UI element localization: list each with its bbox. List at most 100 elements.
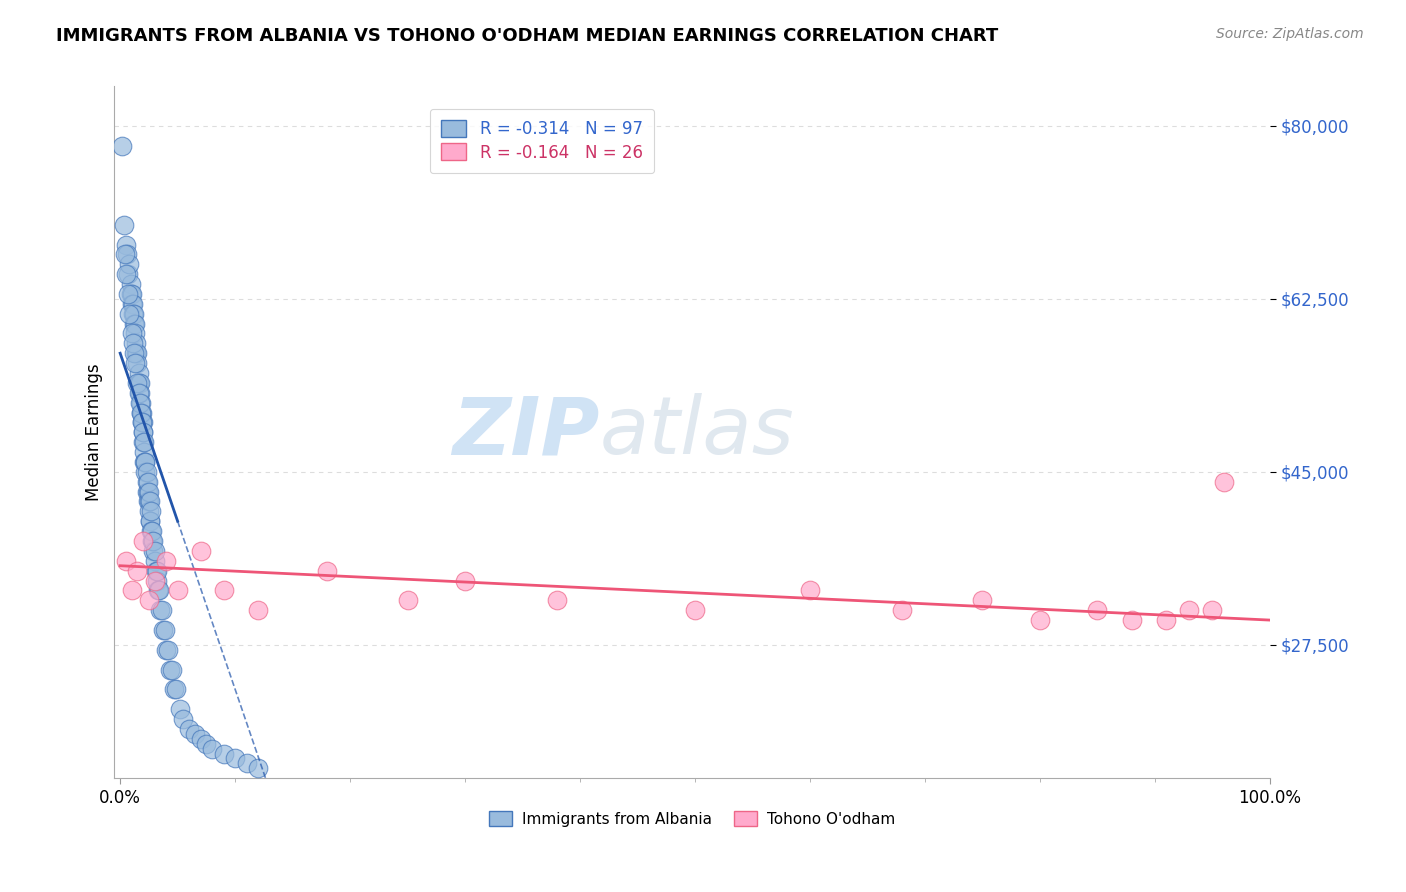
Point [224,751,246,765]
Point [121,297,143,311]
Point [143,554,166,568]
Point [131,416,153,430]
Point [139,514,162,528]
Point [127,564,149,578]
Text: atlas: atlas [600,393,794,471]
Point [142,534,165,549]
Point [132,534,155,549]
Point [120,287,142,301]
Point [138,593,160,607]
Point [121,307,143,321]
Point [132,416,155,430]
Point [195,737,218,751]
Point [128,376,150,390]
Point [141,524,163,538]
Point [247,603,270,617]
Y-axis label: Median Earnings: Median Earnings [86,363,103,501]
Point [134,445,156,459]
Point [1178,603,1201,617]
Point [132,435,155,450]
Point [124,356,146,370]
Point [141,534,163,549]
Point [131,416,153,430]
Point [122,317,145,331]
Point [546,593,568,607]
Point [118,257,141,271]
Point [117,287,139,301]
Legend: Immigrants from Albania, Tohono O'odham: Immigrants from Albania, Tohono O'odham [484,805,901,833]
Point [143,544,166,558]
Point [127,376,149,390]
Point [143,574,166,588]
Point [799,583,821,598]
Point [157,642,180,657]
Point [118,307,141,321]
Point [247,761,270,775]
Point [121,583,143,598]
Point [155,642,177,657]
Point [1029,613,1052,627]
Point [153,623,176,637]
Point [152,623,174,637]
Point [683,603,706,617]
Point [115,267,138,281]
Point [115,554,138,568]
Point [127,346,149,360]
Point [146,564,169,578]
Point [145,564,167,578]
Point [128,385,150,400]
Point [121,326,143,341]
Point [134,435,156,450]
Point [141,504,163,518]
Point [146,574,169,588]
Point [160,663,183,677]
Point [121,297,143,311]
Point [142,544,165,558]
Point [111,138,134,153]
Point [169,702,191,716]
Point [134,455,156,469]
Point [122,346,145,360]
Point [150,603,173,617]
Point [135,465,157,479]
Point [124,317,146,331]
Point [115,237,138,252]
Point [134,455,156,469]
Point [190,731,212,746]
Point [1201,603,1223,617]
Point [128,366,150,380]
Point [212,583,235,598]
Point [122,307,145,321]
Point [131,405,153,419]
Point [139,514,162,528]
Point [136,484,159,499]
Point [127,356,149,370]
Point [121,336,143,351]
Point [132,425,155,440]
Point [125,346,148,360]
Point [396,593,419,607]
Point [138,494,160,508]
Point [120,277,142,291]
Point [166,583,188,598]
Point [132,425,155,440]
Point [890,603,912,617]
Point [134,465,156,479]
Point [128,376,150,390]
Point [1085,603,1108,617]
Point [316,564,339,578]
Point [972,593,994,607]
Point [146,583,169,598]
Point [212,747,235,761]
Point [141,524,163,538]
Point [159,663,181,677]
Point [117,267,139,281]
Point [136,494,159,508]
Point [149,603,172,617]
Point [135,475,157,489]
Point [129,395,152,409]
Text: IMMIGRANTS FROM ALBANIA VS TOHONO O'ODHAM MEDIAN EARNINGS CORRELATION CHART: IMMIGRANTS FROM ALBANIA VS TOHONO O'ODHA… [56,27,998,45]
Point [121,287,143,301]
Point [148,583,170,598]
Point [138,484,160,499]
